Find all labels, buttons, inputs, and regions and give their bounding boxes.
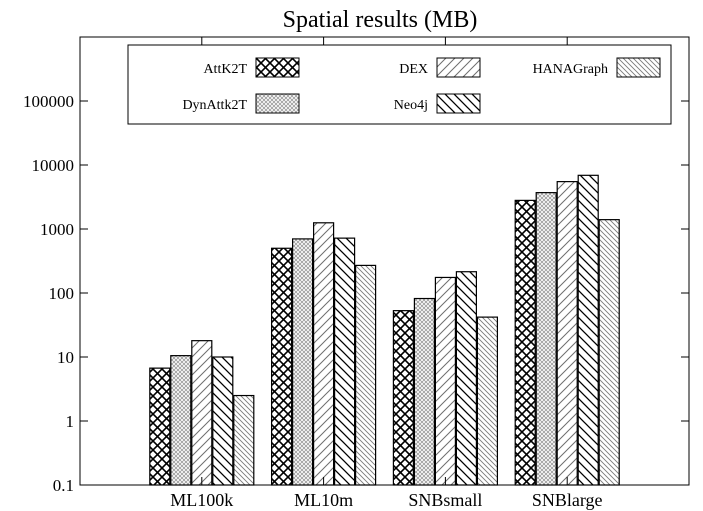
legend-label: DynAttk2T	[182, 98, 247, 113]
bar-dynattk2t-ml10m	[292, 238, 314, 486]
bar-dynattk2t-ml100k	[170, 355, 192, 486]
legend-swatch	[616, 57, 661, 78]
legend-label: HANAGraph	[533, 62, 608, 77]
bar-dynattk2t-snbsmall	[413, 297, 435, 486]
bar-neo4j-ml100k	[212, 356, 234, 486]
y-axis: 0.1 1 10 100 1000 10000 100000	[23, 92, 689, 495]
bar-hanagraph-ml10m	[355, 264, 377, 486]
y-tick-label: 100000	[23, 92, 74, 111]
bar-neo4j-ml10m	[334, 237, 356, 486]
bar-attk2t-ml100k	[149, 367, 171, 486]
legend-swatch	[255, 57, 300, 78]
y-tick-label: 100	[49, 284, 75, 303]
legend-box	[127, 44, 672, 125]
bar-dex-snbsmall	[434, 276, 456, 486]
bar-dex-ml10m	[313, 222, 335, 486]
legend: AttK2T DynAttk2T DEX Neo4j HANAGraph	[127, 44, 672, 125]
bar-hanagraph-snbsmall	[476, 316, 498, 486]
legend-label: DEX	[399, 62, 428, 77]
bars	[149, 174, 620, 486]
bar-neo4j-snblarge	[577, 174, 599, 486]
x-tick-label: ML100k	[170, 490, 233, 510]
legend-label: Neo4j	[394, 98, 428, 113]
x-tick-label: SNBlarge	[532, 490, 603, 510]
bar-hanagraph-ml100k	[233, 394, 255, 486]
y-tick-label: 10000	[32, 156, 75, 175]
bar-attk2t-ml10m	[271, 247, 293, 486]
bar-hanagraph-snblarge	[598, 219, 620, 486]
x-tick-label: SNBsmall	[408, 490, 482, 510]
bar-dex-ml100k	[191, 340, 213, 486]
chart-title: Spatial results (MB)	[283, 7, 478, 33]
plot-area	[79, 36, 690, 486]
legend-swatch	[255, 93, 300, 114]
top-axis-ticks	[201, 37, 568, 45]
legend-swatch	[436, 57, 481, 78]
x-tick-label: ML10m	[294, 490, 353, 510]
y-tick-label: 10	[57, 348, 74, 367]
bar-dex-snblarge	[556, 181, 578, 486]
bar-dynattk2t-snblarge	[535, 192, 557, 486]
bar-attk2t-snbsmall	[392, 310, 414, 486]
y-tick-label: 1	[66, 412, 75, 431]
y-tick-label: 1000	[40, 220, 74, 239]
legend-swatch	[436, 93, 481, 114]
bar-neo4j-snbsmall	[455, 271, 477, 486]
bar-attk2t-snblarge	[514, 199, 536, 486]
x-axis: ML100k ML10m SNBsmall SNBlarge	[170, 477, 603, 510]
legend-label: AttK2T	[203, 62, 247, 77]
y-tick-label: 0.1	[53, 476, 74, 495]
